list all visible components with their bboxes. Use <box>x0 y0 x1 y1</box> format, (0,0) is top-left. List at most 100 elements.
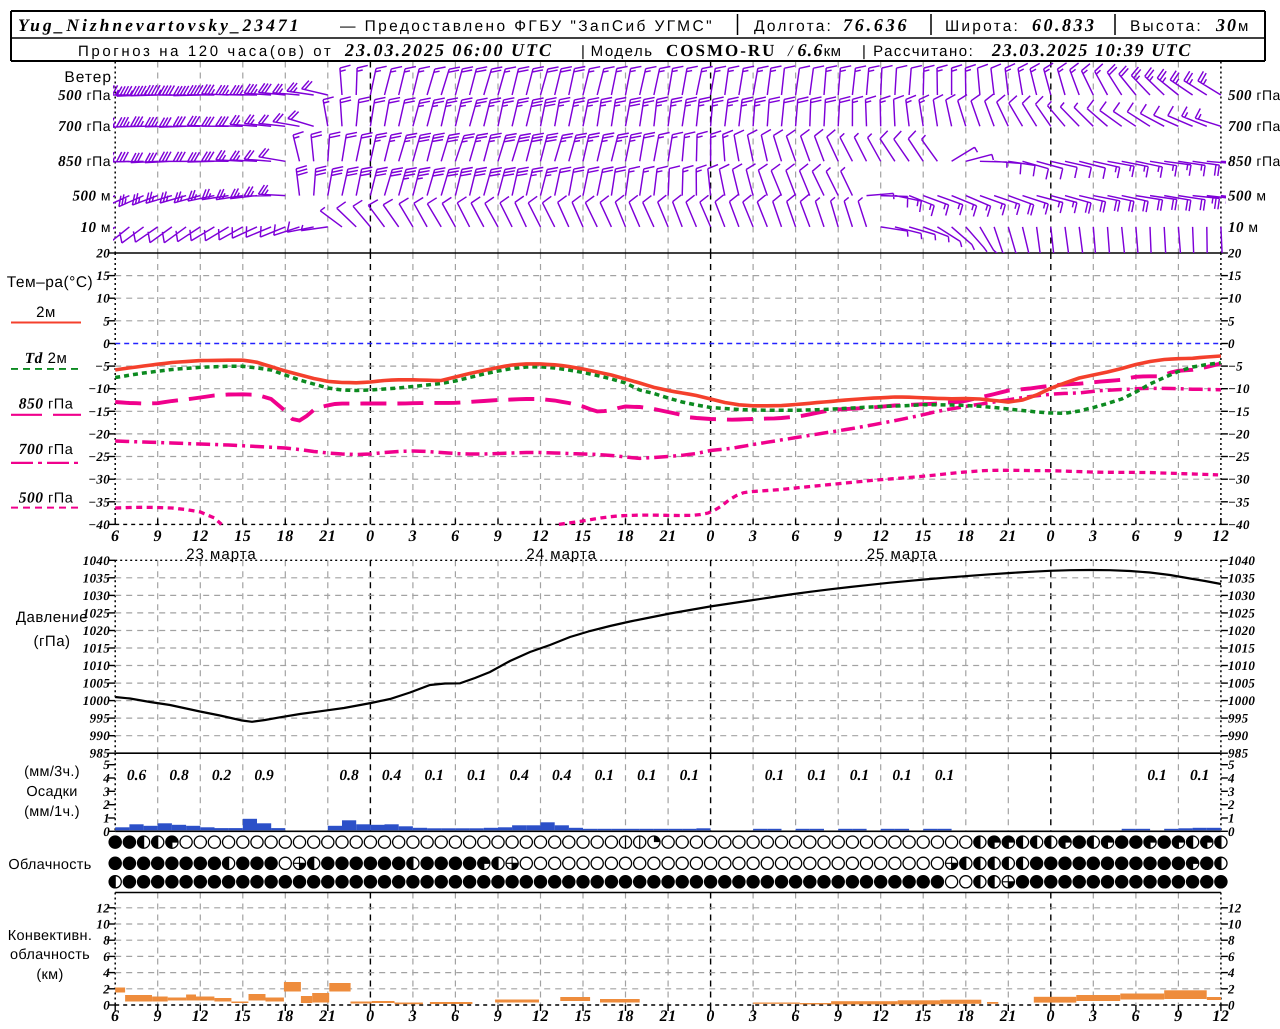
svg-text:3: 3 <box>748 1008 758 1024</box>
svg-text:12: 12 <box>872 1008 889 1024</box>
svg-text:20: 20 <box>95 246 110 261</box>
svg-text:21: 21 <box>999 1008 1017 1024</box>
svg-text:500 гПа: 500 гПа <box>19 490 74 507</box>
svg-text:0: 0 <box>1047 1008 1056 1024</box>
svg-text:0.1: 0.1 <box>765 767 784 784</box>
svg-text:−10: −10 <box>1228 381 1250 396</box>
svg-text:1035: 1035 <box>83 570 110 585</box>
svg-text:3: 3 <box>1088 1008 1098 1024</box>
svg-text:21: 21 <box>659 528 677 545</box>
svg-text:1010: 1010 <box>1228 658 1255 673</box>
svg-text:0.1: 0.1 <box>1190 767 1209 784</box>
svg-text:/ 6.6км: / 6.6км <box>787 40 841 60</box>
svg-text:Долгота:: Долгота: <box>754 18 833 35</box>
svg-text:10: 10 <box>1228 291 1242 306</box>
svg-text:Осадки: Осадки <box>26 784 77 800</box>
svg-text:1020: 1020 <box>83 623 110 638</box>
svg-text:12: 12 <box>532 1008 549 1024</box>
svg-text:0: 0 <box>103 336 110 351</box>
svg-text:15: 15 <box>96 268 110 283</box>
svg-text:850 гПа: 850 гПа <box>58 153 111 170</box>
svg-text:1000: 1000 <box>1228 693 1255 708</box>
svg-text:0: 0 <box>366 528 375 545</box>
svg-text:0.4: 0.4 <box>552 767 572 784</box>
svg-text:12: 12 <box>192 528 209 545</box>
svg-text:0.4: 0.4 <box>382 767 402 784</box>
svg-text:5: 5 <box>103 313 110 328</box>
svg-text:4: 4 <box>1227 771 1235 786</box>
svg-text:12: 12 <box>1212 528 1229 545</box>
svg-text:3: 3 <box>1227 784 1235 799</box>
svg-text:4: 4 <box>102 771 110 786</box>
svg-text:2: 2 <box>1227 981 1235 996</box>
svg-text:21: 21 <box>318 1008 336 1024</box>
svg-text:990: 990 <box>90 728 111 743</box>
svg-text:Прогноз на 120 часа(ов) от: Прогноз на 120 часа(ов) от <box>78 43 333 60</box>
svg-text:6: 6 <box>791 528 800 545</box>
svg-text:−40: −40 <box>1228 517 1250 532</box>
svg-text:18: 18 <box>957 1008 974 1024</box>
svg-text:6: 6 <box>111 1008 120 1024</box>
svg-text:0.1: 0.1 <box>425 767 444 784</box>
svg-text:−35: −35 <box>1228 494 1250 509</box>
svg-text:0.2: 0.2 <box>212 767 232 784</box>
svg-text:25 марта: 25 марта <box>867 546 938 563</box>
svg-text:9: 9 <box>153 1008 162 1024</box>
svg-text:10: 10 <box>96 291 110 306</box>
svg-text:(мм/3ч.): (мм/3ч.) <box>24 764 80 780</box>
svg-text:1025: 1025 <box>83 605 110 620</box>
svg-text:−40: −40 <box>88 517 110 532</box>
svg-text:850 гПа: 850 гПа <box>19 396 74 413</box>
svg-text:15: 15 <box>234 1008 251 1024</box>
svg-text:9: 9 <box>1174 1008 1183 1024</box>
svg-text:2: 2 <box>102 797 110 812</box>
svg-text:3: 3 <box>1088 528 1098 545</box>
svg-text:3: 3 <box>748 528 758 545</box>
svg-text:12: 12 <box>1212 1008 1229 1024</box>
svg-text:2: 2 <box>102 981 110 996</box>
svg-text:−20: −20 <box>88 426 110 441</box>
svg-text:700 гПа: 700 гПа <box>1228 118 1280 135</box>
svg-text:1: 1 <box>1228 811 1235 826</box>
svg-text:0.1: 0.1 <box>467 767 486 784</box>
svg-text:15: 15 <box>1228 268 1242 283</box>
svg-text:8: 8 <box>103 933 110 948</box>
svg-text:0.1: 0.1 <box>807 767 826 784</box>
svg-text:1005: 1005 <box>1228 676 1255 691</box>
svg-text:0.8: 0.8 <box>339 767 359 784</box>
svg-text:60.833: 60.833 <box>1032 15 1097 35</box>
svg-text:5: 5 <box>1228 757 1235 772</box>
svg-text:76.636: 76.636 <box>843 15 909 35</box>
svg-text:5: 5 <box>1228 313 1235 328</box>
svg-text:850 гПа: 850 гПа <box>1228 153 1280 170</box>
svg-text:(гПа): (гПа) <box>33 633 70 650</box>
svg-text:700 гПа: 700 гПа <box>58 118 111 135</box>
svg-text:20: 20 <box>1227 246 1242 261</box>
svg-text:(мм/1ч.): (мм/1ч.) <box>24 804 80 820</box>
svg-text:2м: 2м <box>36 304 56 321</box>
svg-text:0: 0 <box>103 824 110 839</box>
svg-text:15: 15 <box>915 1008 932 1024</box>
svg-text:18: 18 <box>277 528 294 545</box>
svg-text:1010: 1010 <box>83 658 110 673</box>
svg-text:15: 15 <box>915 528 932 545</box>
svg-text:6: 6 <box>451 1008 460 1024</box>
svg-text:1020: 1020 <box>1228 623 1255 638</box>
svg-text:15: 15 <box>234 528 251 545</box>
svg-text:0.1: 0.1 <box>892 767 911 784</box>
svg-text:8: 8 <box>1228 933 1235 948</box>
svg-text:0.4: 0.4 <box>510 767 530 784</box>
svg-text:12: 12 <box>192 1008 209 1024</box>
svg-text:1040: 1040 <box>83 553 110 568</box>
svg-text:−10: −10 <box>88 381 110 396</box>
svg-text:9: 9 <box>494 528 503 545</box>
svg-text:18: 18 <box>277 1008 294 1024</box>
svg-text:0: 0 <box>103 998 110 1013</box>
svg-text:6: 6 <box>111 528 120 545</box>
svg-text:— Предоставлено ФГБУ "ЗапСиб У: — Предоставлено ФГБУ "ЗапСиб УГМС" <box>340 18 714 35</box>
svg-text:Yug_Nizhnevartovsky_23471: Yug_Nizhnevartovsky_23471 <box>18 15 301 35</box>
svg-text:0.1: 0.1 <box>637 767 656 784</box>
svg-text:Широта:: Широта: <box>945 18 1020 35</box>
svg-text:0: 0 <box>1228 998 1235 1013</box>
svg-text:23.03.2025 10:39 UTC: 23.03.2025 10:39 UTC <box>991 40 1192 60</box>
